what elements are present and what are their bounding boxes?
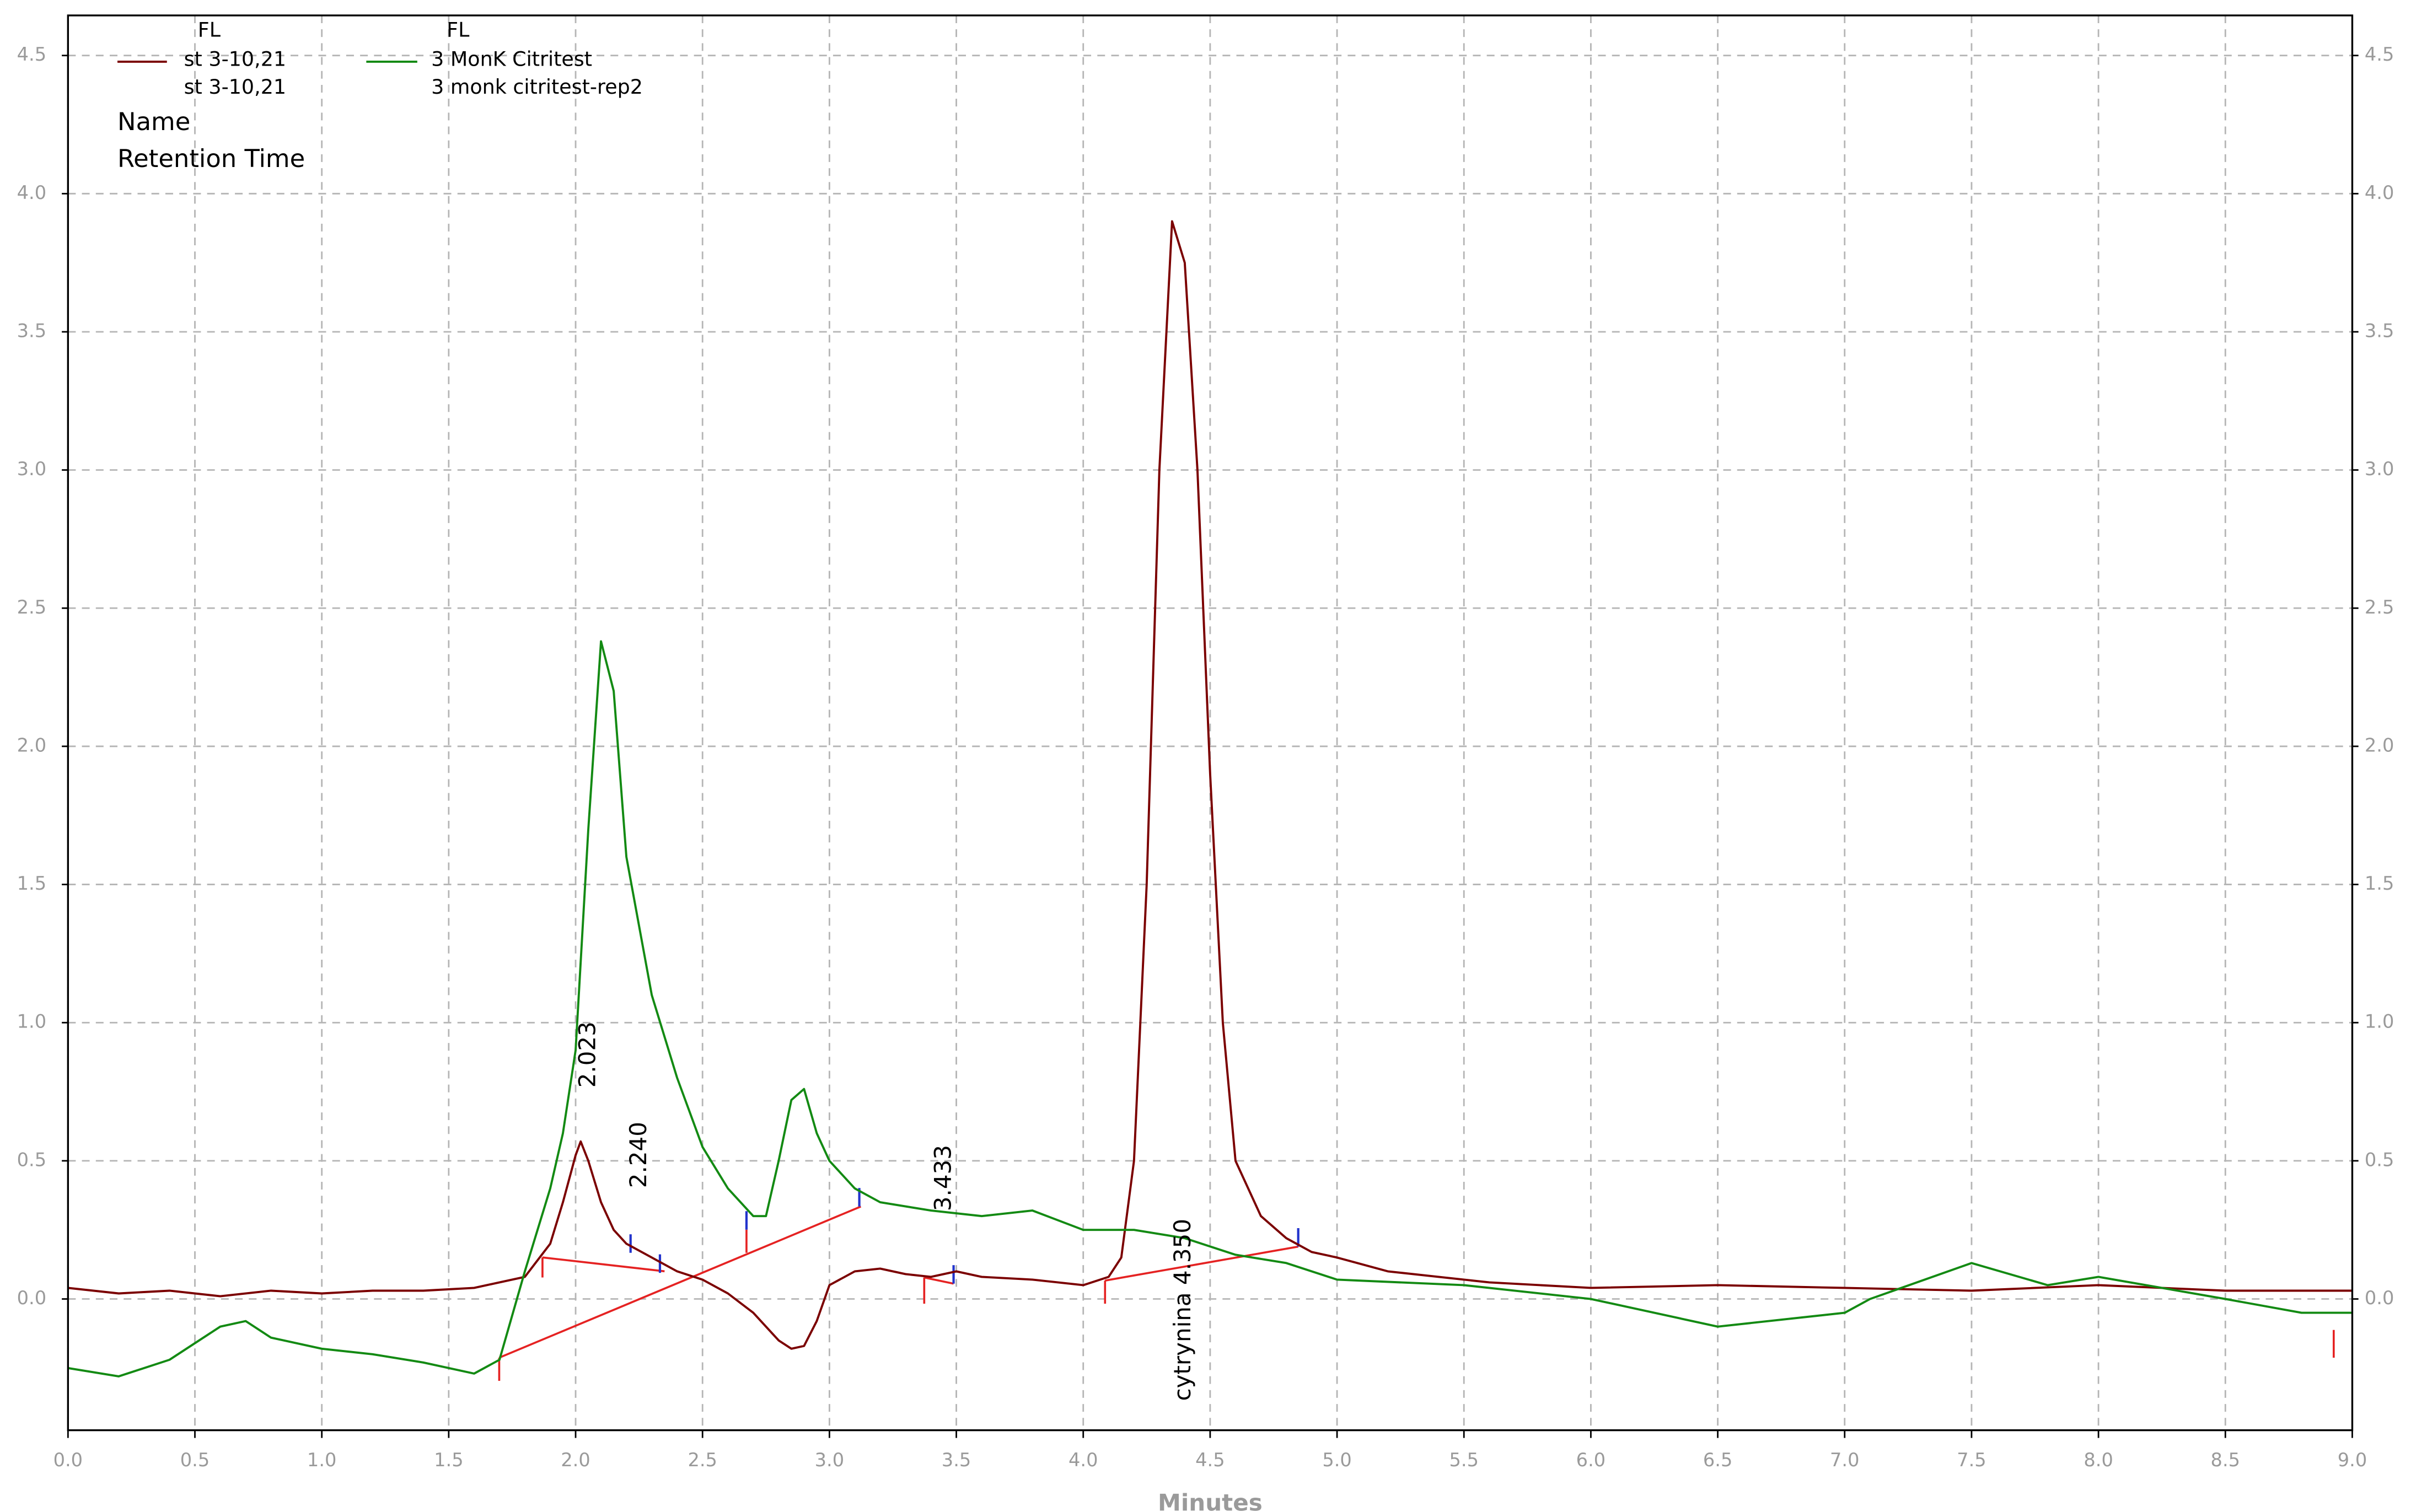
integration-baselines [498, 1206, 2335, 1381]
y2-tick-label: 3.0 [2365, 458, 2394, 480]
baseline [498, 1206, 862, 1359]
legend-name: 3 MonK Citritest [431, 47, 592, 71]
x-tick-label: 8.0 [2084, 1449, 2113, 1471]
x-tick-label: 1.0 [307, 1449, 336, 1471]
x-tick-label: 4.5 [1195, 1449, 1225, 1471]
y2-tick-label: 4.5 [2365, 44, 2394, 65]
y-tick-label: 2.5 [17, 596, 46, 618]
series-lines [68, 220, 2353, 1378]
x-tick-label: 2.0 [561, 1449, 590, 1471]
x-axis-label: Minutes [1158, 1489, 1263, 1512]
y2-tick-label: 3.5 [2365, 320, 2394, 341]
legend-field: Name [117, 107, 190, 136]
y-tick-label: 4.5 [17, 44, 46, 65]
y-tick-label: 2.0 [17, 734, 46, 756]
x-tick-label: 3.5 [942, 1449, 971, 1471]
x-tick-label: 8.5 [2211, 1449, 2240, 1471]
x-tick-label: 0.0 [53, 1449, 83, 1471]
y2-tick-label: 0.5 [2365, 1149, 2394, 1170]
y2-tick-label: 1.0 [2365, 1011, 2394, 1032]
legend-detector: FL [447, 18, 470, 41]
y2-tick-label: 0.0 [2365, 1287, 2394, 1309]
baseline [542, 1256, 665, 1273]
y-tick-label: 3.0 [17, 458, 46, 480]
x-tick-label: 9.0 [2338, 1449, 2367, 1471]
legend-detector: FL [198, 18, 221, 41]
y2-tick-label: 1.5 [2365, 873, 2394, 894]
y-tick-label: 1.0 [17, 1011, 46, 1032]
series-line [68, 640, 2353, 1378]
legend-sample: st 3-10,21 [184, 75, 286, 99]
legend-name: st 3-10,21 [184, 47, 286, 71]
legend-field: Retention Time [117, 144, 305, 173]
x-tick-label: 4.0 [1068, 1449, 1098, 1471]
y2-tick-label: 4.0 [2365, 182, 2394, 203]
y-tick-label: 0.5 [17, 1149, 46, 1170]
peak-annotation: 3.433 [929, 1145, 956, 1211]
x-tick-label: 5.5 [1449, 1449, 1479, 1471]
y2-tick-label: 2.5 [2365, 596, 2394, 618]
peak-annotation: 2.240 [625, 1122, 652, 1188]
baseline [923, 1276, 954, 1285]
x-tick-label: 5.0 [1322, 1449, 1351, 1471]
y-tick-label: 1.5 [17, 873, 46, 894]
x-tick-label: 7.5 [1957, 1449, 1986, 1471]
grid [67, 15, 2353, 1430]
labels: 0.0 0.0 0.5 0.5 1.0 1.0 1.5 1.5 2.0 2.0 2.5 2.5 3.0 3… [17, 18, 2394, 1471]
series-line [68, 220, 2353, 1350]
y-tick-label: 3.5 [17, 320, 46, 341]
baseline [1104, 1245, 1299, 1282]
x-tick-label: 1.5 [434, 1449, 463, 1471]
x-tick-label: 3.0 [815, 1449, 844, 1471]
x-tick-label: 0.5 [180, 1449, 210, 1471]
legend-sample: 3 monk citritest-rep2 [431, 75, 643, 99]
x-tick-label: 2.5 [688, 1449, 717, 1471]
peak-annotation: 2.023 [574, 1021, 601, 1088]
y2-tick-label: 2.0 [2365, 734, 2394, 756]
x-tick-label: 6.0 [1576, 1449, 1605, 1471]
y-tick-label: 4.0 [17, 182, 46, 203]
peak-annotation: cytrynina 4.350 [1169, 1219, 1196, 1401]
x-tick-label: 6.5 [1703, 1449, 1732, 1471]
x-tick-label: 7.0 [1830, 1449, 1859, 1471]
y-tick-label: 0.0 [17, 1287, 46, 1309]
